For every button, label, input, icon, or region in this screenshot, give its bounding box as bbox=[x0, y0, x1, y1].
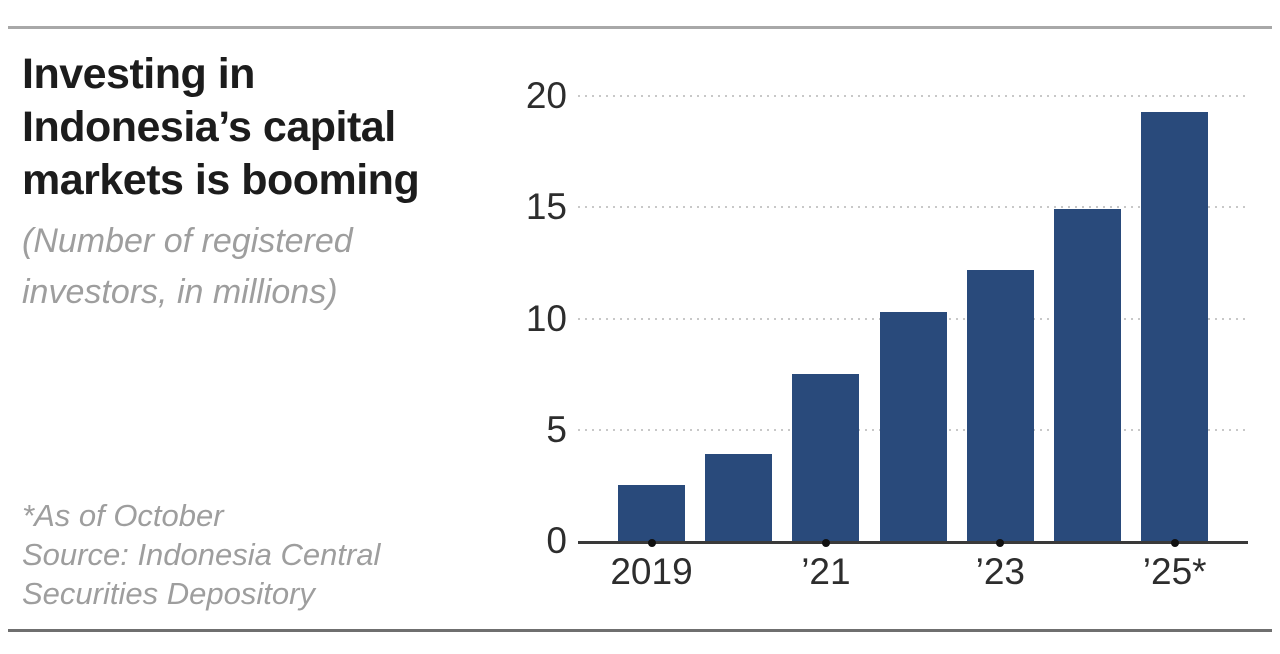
bar-2025 bbox=[1141, 112, 1208, 541]
axis-tick-dot-2025 bbox=[1170, 539, 1179, 547]
y-axis-label-5: 5 bbox=[546, 408, 567, 450]
axis-tick-dot-2023 bbox=[996, 539, 1005, 547]
y-axis-label-10: 10 bbox=[525, 297, 567, 339]
x-axis-label-2025: ’25* bbox=[1142, 551, 1207, 592]
x-axis-label-2019: 2019 bbox=[610, 551, 693, 592]
bar-2020 bbox=[705, 454, 772, 541]
bar-2023 bbox=[967, 270, 1034, 541]
chart-title: Investing in Indonesia’s capital markets… bbox=[22, 50, 420, 204]
bar-2019 bbox=[618, 485, 685, 541]
bottom-divider bbox=[8, 629, 1272, 632]
x-axis-label-2023: ’23 bbox=[975, 551, 1025, 592]
footnote: *As of October Source: Indonesia Central… bbox=[22, 498, 381, 611]
bar-2021 bbox=[792, 374, 859, 541]
top-divider bbox=[8, 26, 1272, 29]
axis-tick-dot-2019 bbox=[647, 539, 656, 547]
bar-2024 bbox=[1054, 209, 1121, 541]
chart-subtitle: (Number of registered investors, in mill… bbox=[22, 222, 353, 311]
bar-2022 bbox=[880, 312, 947, 541]
gridline-20 bbox=[578, 95, 1248, 97]
y-axis-label-15: 15 bbox=[525, 186, 567, 228]
x-axis-label-2021: ’21 bbox=[801, 551, 851, 592]
gridline-15 bbox=[578, 206, 1248, 209]
x-axis-line bbox=[578, 541, 1248, 544]
y-axis-label-20: 20 bbox=[525, 75, 567, 116]
axis-tick-dot-2021 bbox=[821, 539, 830, 547]
y-axis-label-0: 0 bbox=[546, 520, 567, 561]
